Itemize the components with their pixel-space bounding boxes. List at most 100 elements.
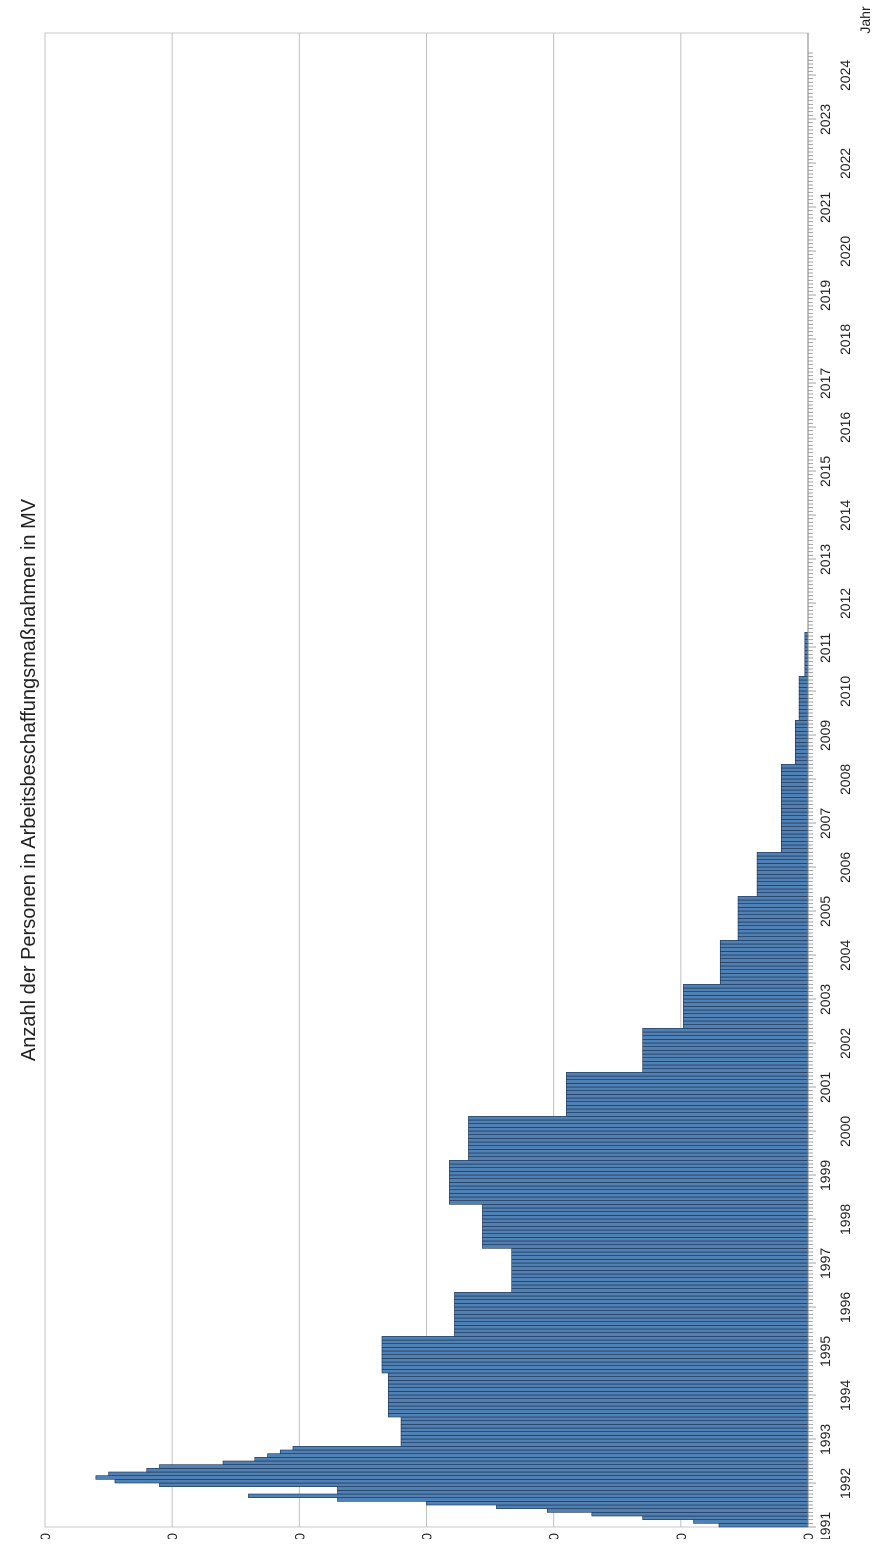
bar [381,1369,809,1374]
bar [482,1233,809,1238]
bar [780,804,809,809]
bar [683,998,809,1003]
bar [737,907,809,912]
bar [454,1299,809,1304]
y-tick-label: 10000 [673,1533,689,1539]
bar [798,712,809,717]
bar [566,1075,809,1080]
bar [683,1024,809,1029]
y-tick-label: 20000 [546,1533,562,1539]
bar [511,1266,809,1271]
bar [780,837,809,842]
bar [642,1061,809,1066]
bar [798,698,809,703]
bar [756,863,809,868]
bar [683,984,809,989]
bar [642,1042,809,1047]
bar [780,819,809,824]
bar [719,943,809,948]
bar [737,932,809,937]
bar [267,1453,809,1458]
bar [511,1251,809,1256]
bar [337,1490,809,1495]
bar [388,1405,809,1410]
bar [794,723,809,728]
bar [426,1501,809,1506]
x-tick-label: 1996 [837,1292,853,1323]
x-tick-label: 2003 [817,984,833,1015]
bar [566,1097,809,1102]
bar [719,980,809,985]
bar [400,1416,809,1421]
bar [511,1273,809,1278]
bar [566,1105,809,1110]
bar [381,1336,809,1341]
bar [254,1457,809,1462]
bar [798,676,809,681]
bar [683,995,809,1000]
x-tick-label: 2020 [837,236,853,267]
bar [756,881,809,886]
bar [780,797,809,802]
bar [388,1391,809,1396]
x-tick-label: 2013 [817,544,833,575]
bar [381,1350,809,1355]
bar [719,958,809,963]
bar [449,1200,809,1205]
bar [756,870,809,875]
x-tick-label: 2005 [817,896,833,927]
bar [591,1512,809,1517]
bar [468,1145,809,1150]
bar [756,866,809,871]
bar [468,1152,809,1157]
bar [756,874,809,879]
bar [683,1006,809,1011]
bar [400,1435,809,1440]
bar [737,910,809,915]
bar [756,859,809,864]
bar [794,756,809,761]
bar [400,1427,809,1432]
bar [683,1013,809,1018]
bar [642,1064,809,1069]
bar [381,1343,809,1348]
bar [642,1057,809,1062]
bar [381,1358,809,1363]
bar [683,991,809,996]
x-tick-label: 1993 [817,1424,833,1455]
bar [95,1475,809,1480]
x-tick-label: 2006 [837,852,853,883]
bar [482,1240,809,1245]
bar [468,1127,809,1132]
bar [719,940,809,945]
x-tick-label: 2023 [817,104,833,135]
x-tick-label: 2001 [817,1072,833,1103]
bar [780,822,809,827]
bar [756,877,809,882]
bar [566,1083,809,1088]
bar [511,1270,809,1275]
bar [683,1020,809,1025]
bar [388,1387,809,1392]
bar [468,1141,809,1146]
bar [454,1295,809,1300]
bar [566,1086,809,1091]
bar [780,764,809,769]
bar [780,782,809,787]
bar [780,826,809,831]
bar [454,1332,809,1337]
bar [248,1493,809,1498]
bar [381,1347,809,1352]
bar [798,705,809,710]
x-tick-label: 2019 [817,280,833,311]
bar [468,1123,809,1128]
bar [798,716,809,721]
y-tick-label: 0 [800,1533,816,1539]
bar [482,1215,809,1220]
bar [756,852,809,857]
bar [454,1306,809,1311]
bar [454,1292,809,1297]
bar [794,738,809,743]
bar [683,1002,809,1007]
x-tick-label: 2012 [837,588,853,619]
